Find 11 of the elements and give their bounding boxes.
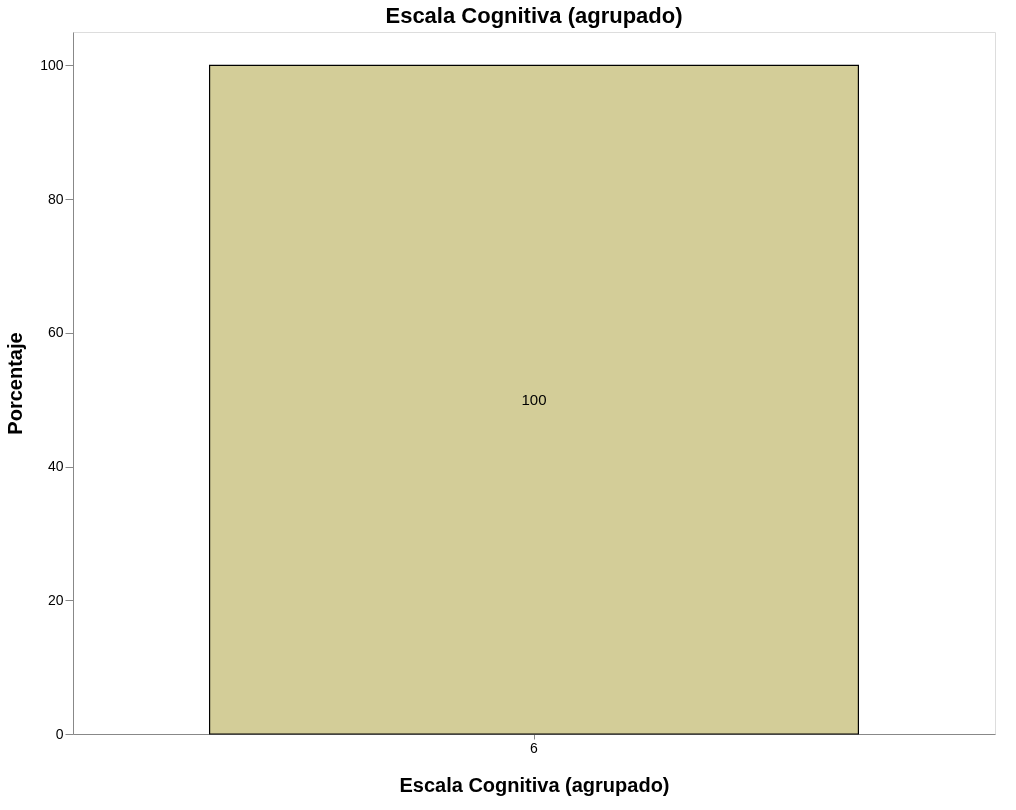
x-tick-label: 6 [530,739,539,756]
chart-title: Escala Cognitiva (agrupado) [385,3,683,28]
y-tick-label: 80 [47,190,64,207]
x-axis-title: Escala Cognitiva (agrupado) [399,773,670,796]
y-axis-title: Porcentaje [4,332,27,435]
y-tick-label: 100 [40,56,64,73]
y-tick-label: 40 [47,458,64,475]
y-tick-label: 60 [47,324,64,341]
data-label: 100 [521,390,547,408]
y-tick-label: 20 [47,591,64,608]
y-tick-label: 0 [55,725,64,742]
